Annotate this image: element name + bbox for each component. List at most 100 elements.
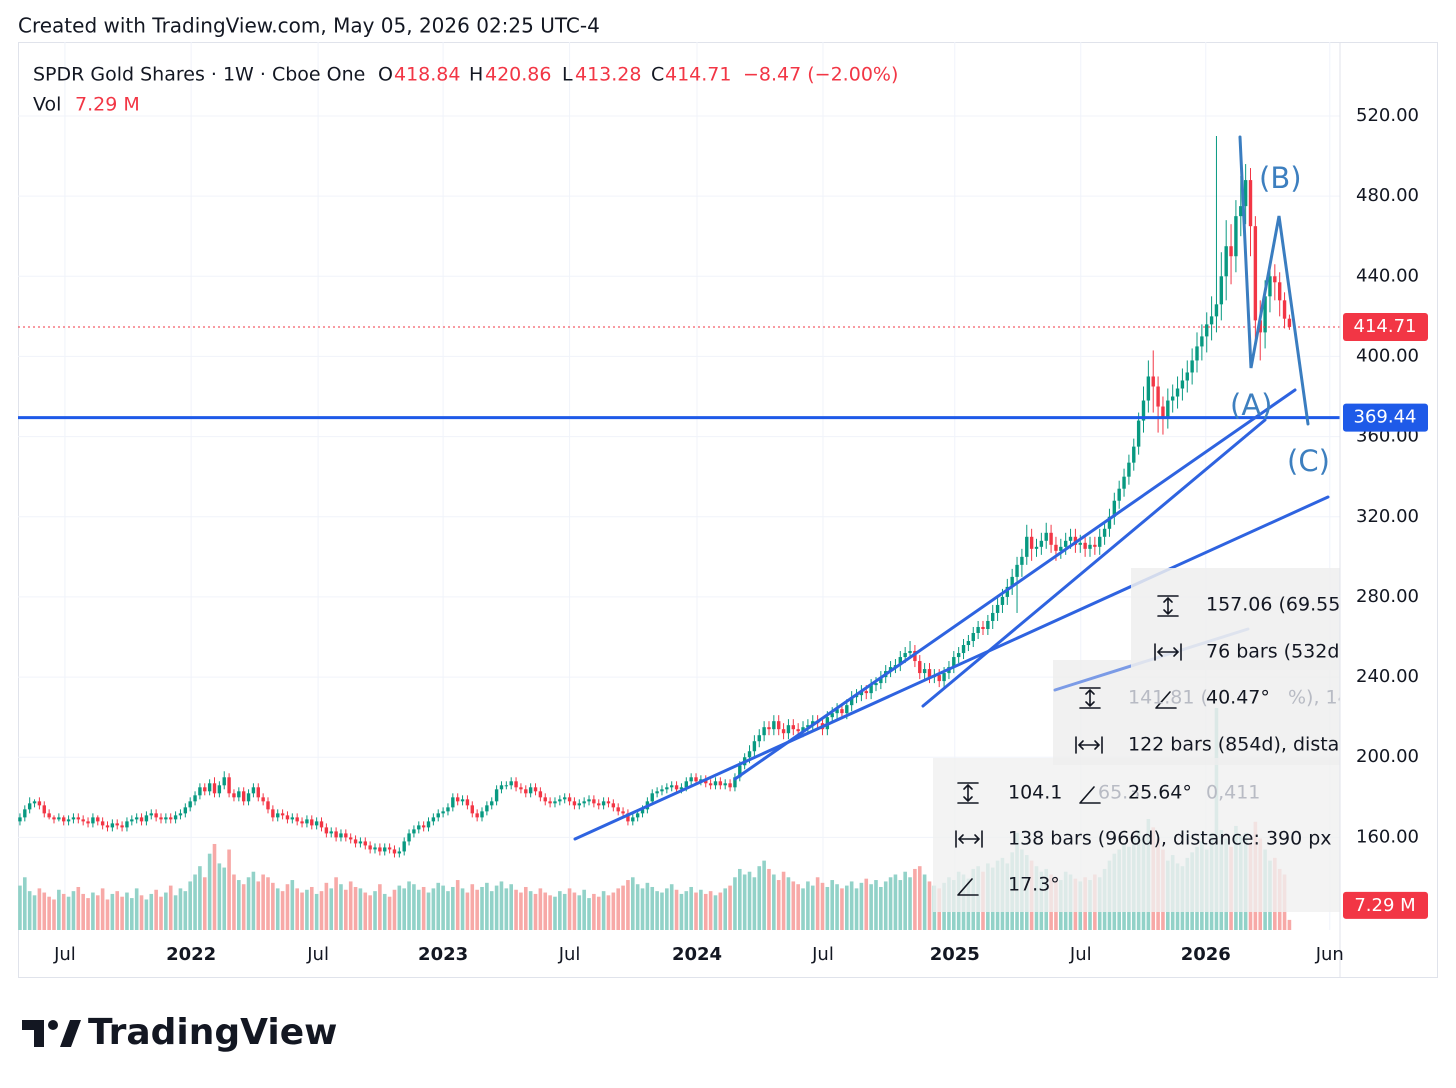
volume-bar — [548, 895, 552, 930]
candle-body — [266, 801, 270, 810]
volume-bar — [665, 888, 669, 930]
volume-bar — [241, 884, 246, 930]
candle-body — [1117, 488, 1121, 501]
candle-body — [504, 785, 509, 787]
candle-body — [567, 797, 572, 802]
candle-body — [460, 799, 465, 802]
candle-body — [1127, 462, 1131, 477]
candle-body — [71, 817, 76, 820]
candle-body — [1020, 556, 1024, 565]
volume-bar — [154, 889, 158, 930]
x-tick-label: Jul — [558, 944, 581, 965]
volume-bar — [708, 891, 713, 930]
volume-bar — [888, 877, 893, 930]
candle-body — [509, 781, 513, 786]
volume-bar — [61, 893, 66, 930]
x-tick-label: Jul — [1069, 944, 1092, 965]
candle-body — [533, 787, 538, 792]
candle-body — [1243, 180, 1248, 207]
candle-body — [1025, 536, 1029, 557]
volume-bar — [869, 884, 873, 930]
candle-body — [334, 831, 338, 838]
candle-body — [597, 803, 601, 806]
icon-height — [1157, 595, 1179, 617]
candle-body — [762, 727, 766, 736]
volume-bar — [227, 849, 231, 930]
candle-body — [62, 817, 66, 822]
measure-box — [1131, 568, 1340, 670]
candle-body — [1195, 346, 1199, 361]
volume-bar — [558, 891, 562, 930]
candle-body — [1170, 396, 1175, 401]
candle-body — [1214, 304, 1219, 317]
volume-bar — [762, 860, 766, 930]
trend-line — [733, 388, 1297, 781]
candle-body — [188, 801, 192, 808]
candle-body — [582, 801, 586, 804]
candle-body — [708, 783, 713, 786]
candle-body — [922, 669, 927, 674]
candle-body — [1059, 546, 1063, 551]
volume-bar — [596, 896, 601, 930]
candle-body — [995, 604, 1000, 613]
candle-body — [1010, 576, 1014, 587]
candle-body — [451, 797, 455, 808]
candle-body — [562, 797, 567, 800]
candle-body — [772, 721, 776, 730]
candle-body — [538, 791, 543, 798]
candle-body — [660, 789, 664, 792]
volume-bar — [927, 881, 932, 930]
candle-body — [246, 793, 251, 802]
volume-bar — [810, 885, 815, 930]
volume-bar — [23, 877, 27, 930]
legend-letter: L — [562, 64, 573, 86]
volume-bar — [470, 884, 475, 930]
volume-bar — [407, 881, 411, 930]
chart-frame — [18, 42, 1438, 978]
candle-body — [256, 787, 260, 798]
candle-body — [626, 813, 630, 822]
y-tick-label: 160.00 — [1356, 826, 1419, 847]
candle-body — [222, 777, 226, 786]
y-tick-label: 320.00 — [1356, 506, 1419, 527]
candle-body — [310, 819, 314, 826]
candle-body — [869, 685, 873, 694]
x-tick-label: Jun — [1315, 944, 1344, 965]
candle-body — [888, 667, 893, 672]
candle-body — [971, 632, 975, 642]
volume-bar — [845, 885, 849, 930]
volume-bar — [358, 888, 363, 930]
candle-body — [791, 725, 796, 730]
volume-bar — [733, 877, 737, 930]
volume-bar — [246, 877, 251, 930]
legend-close: 414.71 — [665, 64, 731, 86]
candle-body — [689, 777, 693, 782]
candle-body — [806, 725, 810, 728]
candle-body — [383, 847, 387, 852]
volume-bar — [285, 884, 290, 930]
wave-line — [1238, 135, 1310, 426]
candle-body — [373, 847, 377, 850]
volume-bar — [460, 888, 465, 930]
volume-bar — [626, 880, 630, 930]
volume-bar — [475, 889, 479, 930]
volume-bar — [616, 888, 621, 930]
candle-body — [621, 811, 625, 814]
candle-body — [991, 612, 995, 621]
candle-body — [781, 729, 786, 734]
candle-body — [845, 705, 849, 714]
volume-bar — [849, 881, 854, 930]
volume-bar — [436, 882, 441, 930]
volume-bar — [879, 886, 883, 930]
candle-body — [290, 817, 295, 820]
volume-bar — [820, 882, 825, 930]
candle-body — [455, 797, 460, 802]
volume-bar — [718, 892, 723, 930]
volume-bar — [485, 882, 489, 930]
volume-bar — [173, 895, 178, 930]
volume-bar — [110, 893, 115, 930]
candle-body — [280, 813, 285, 816]
candle-body — [76, 817, 81, 820]
drawings: 157.06 (69.55 76 bars (532d) 40.47° 141.… — [573, 135, 1340, 912]
